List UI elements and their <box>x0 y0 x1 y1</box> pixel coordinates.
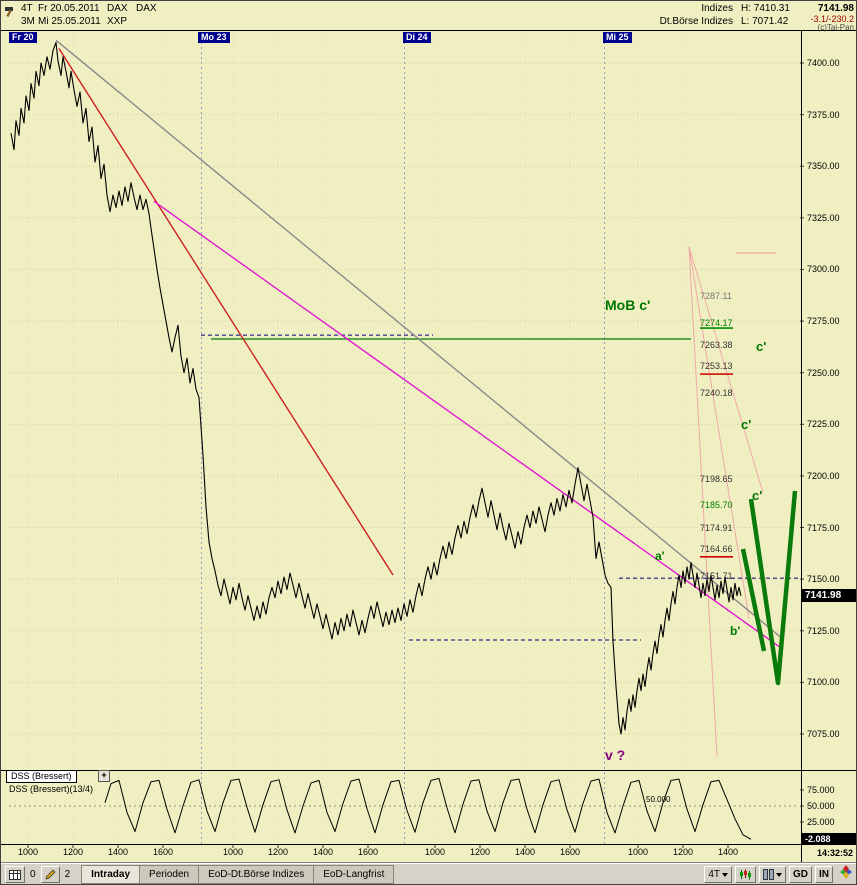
period-label-1: 4T <box>21 3 33 14</box>
instrument-name: DAX <box>136 3 157 14</box>
tab-perioden[interactable]: Perioden <box>139 865 200 884</box>
count-label-1: 0 <box>30 869 36 880</box>
indicator-sublabel: DSS (Bressert)(13/4) <box>9 784 94 794</box>
sheet-tabs: Intraday Perioden EoD-Dt.Börse Indizes E… <box>81 865 395 884</box>
indicator-mid-label: 50.000 <box>646 795 671 804</box>
footer-toolbar: 0 2 Intraday Perioden EoD-Dt.Börse Indiz… <box>1 862 856 884</box>
split-view-button[interactable] <box>759 866 786 883</box>
panes-icon <box>763 869 774 880</box>
date-label-2: Mi 25.05.2011 <box>38 16 101 27</box>
tab-eod-langfrist[interactable]: EoD-Langfrist <box>313 865 395 884</box>
chart-type-button[interactable] <box>735 866 756 883</box>
change-label: -3.1/-230.2 <box>810 14 854 24</box>
chevron-down-icon <box>776 872 782 877</box>
copyright-label: (c)Tai-Pan <box>817 23 854 32</box>
gd-button[interactable]: GD <box>789 866 812 883</box>
tools-icon[interactable] <box>4 4 16 22</box>
pencil-button[interactable] <box>40 866 60 883</box>
indicator-last-box: -2.088 <box>802 833 856 845</box>
date-label-1: Fr 20.05.2011 <box>38 3 100 14</box>
indicator-label-box[interactable]: DSS (Bressert) <box>6 770 77 783</box>
low-label: L: 7071.42 <box>741 16 789 27</box>
tab-intraday[interactable]: Intraday <box>81 865 141 884</box>
indicator-label: DSS (Bressert) <box>11 771 72 781</box>
period-select-value: 4T <box>708 869 720 880</box>
period-label-2: 3M <box>21 16 35 27</box>
current-price-box: 7141.98 <box>802 589 856 602</box>
pencil-icon <box>45 869 56 880</box>
grid-icon <box>9 869 21 880</box>
clock-label: 14:32:52 <box>816 848 853 858</box>
last-price-label: 7141.98 <box>817 3 854 14</box>
symbol-label-1: DAX <box>107 3 128 14</box>
indicator-add-button[interactable]: + <box>98 770 110 782</box>
high-label: H: 7410.31 <box>741 3 790 14</box>
symbol-label-2: XXP <box>107 16 128 27</box>
period-select[interactable]: 4T <box>704 866 732 883</box>
taipan-logo-icon <box>838 864 854 884</box>
chevron-down-icon <box>722 872 728 877</box>
group-label-2: Dt.Börse Indizes <box>659 16 733 27</box>
candle-chart-icon <box>740 869 751 880</box>
tab-eod-dtboerse-indizes[interactable]: EoD-Dt.Börse Indizes <box>198 865 315 884</box>
in-button[interactable]: IN <box>815 866 833 883</box>
count-label-2: 2 <box>64 869 71 880</box>
group-label-1: Indizes <box>701 3 733 14</box>
grid-button[interactable] <box>5 866 25 883</box>
